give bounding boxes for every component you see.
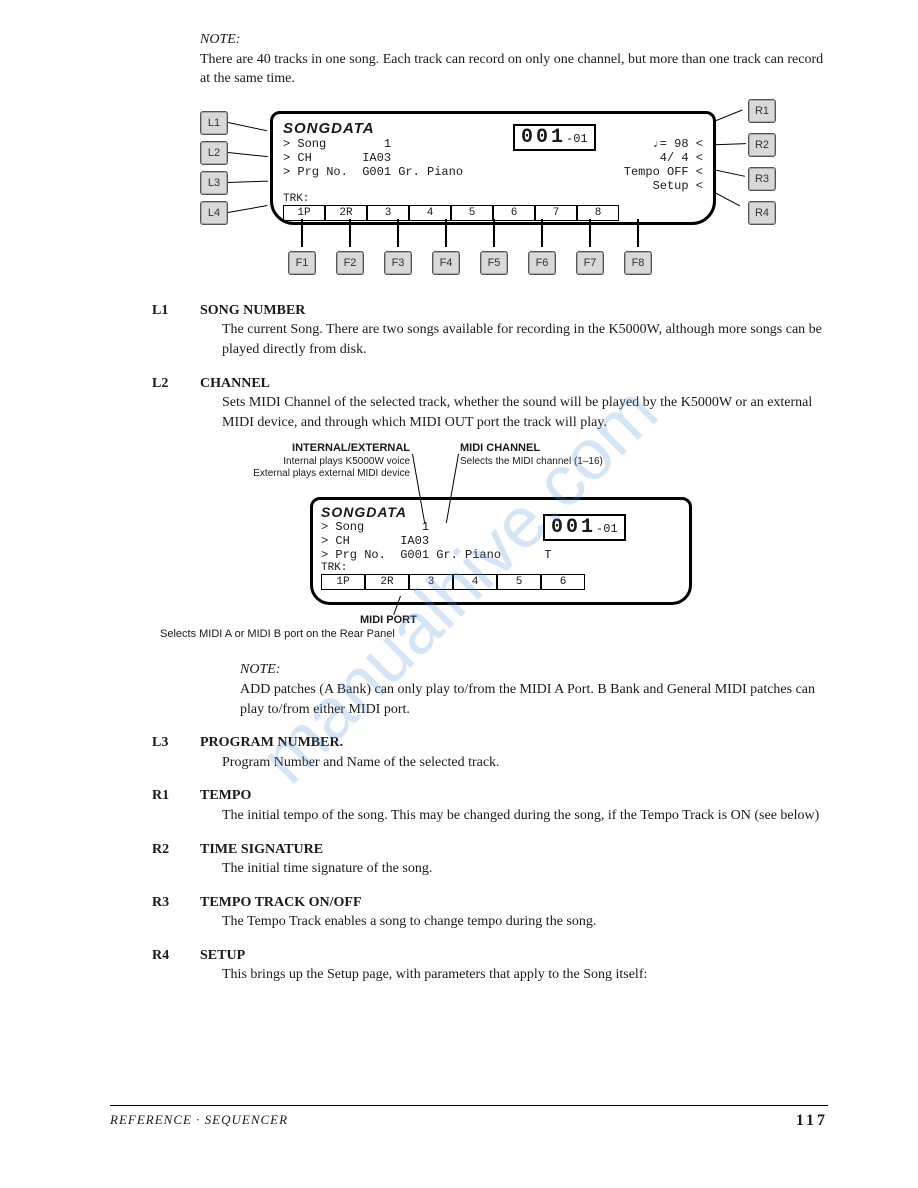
track-cell: 6 [541,574,585,590]
track-cell: 8 [577,205,619,221]
track-cell: 5 [497,574,541,590]
track-cell: 1P [321,574,365,590]
sub-track-row: 1P2R3456 [321,574,681,590]
lcd-diagram-1: L1 L2 L3 L4 R1 R2 R3 R4 SONGDATA 001-01 … [200,101,780,281]
midiport-head: MIDI PORT [360,614,417,626]
track-cell: 2R [365,574,409,590]
track-cell: 6 [493,205,535,221]
lcd-counter: 001-01 [513,124,596,151]
note-1-head: NOTE: [200,32,240,47]
btn-r1: R1 [748,99,776,123]
note-2: NOTE: ADD patches (A Bank) can only play… [240,660,828,719]
def-l3: L3 PROGRAM NUMBER. Program Number and Na… [200,733,828,772]
btn-f8: F8 [624,251,652,275]
btn-f5: F5 [480,251,508,275]
footer-left: REFERENCE · SEQUENCER [110,1112,288,1130]
btn-f3: F3 [384,251,412,275]
btn-l3: L3 [200,171,228,195]
track-cell: 3 [409,574,453,590]
track-cell: 4 [453,574,497,590]
btn-l4: L4 [200,201,228,225]
callout-mc-head: MIDI CHANNEL [460,442,540,454]
btn-f2: F2 [336,251,364,275]
def-r4: R4 SETUP This brings up the Setup page, … [200,946,828,985]
note-1: NOTE: There are 40 tracks in one song. E… [200,30,828,89]
lcd-screen-1: SONGDATA 001-01 > Song 1♩= 98 < > CH IA0… [270,111,716,225]
btn-r4: R4 [748,201,776,225]
btn-f4: F4 [432,251,460,275]
btn-r3: R3 [748,167,776,191]
def-r1: R1 TEMPO The initial tempo of the song. … [200,786,828,825]
track-cell: 5 [451,205,493,221]
lcd-title: SONGDATA [283,120,703,137]
btn-l1: L1 [200,111,228,135]
callout-ie-head: INTERNAL/EXTERNAL [292,442,410,454]
track-cell: 2R [325,205,367,221]
btn-f1: F1 [288,251,316,275]
note-1-body: There are 40 tracks in one song. Each tr… [200,52,823,87]
btn-f6: F6 [528,251,556,275]
footer: REFERENCE · SEQUENCER 117 [110,1105,828,1130]
sub-diagram: INTERNAL/EXTERNAL Internal plays K5000W … [240,442,690,642]
btn-l2: L2 [200,141,228,165]
track-cell: 3 [367,205,409,221]
footer-page: 117 [796,1112,828,1130]
btn-r2: R2 [748,133,776,157]
def-r2: R2 TIME SIGNATURE The initial time signa… [200,840,828,879]
def-l1: L1 SONG NUMBER The current Song. There a… [200,301,828,360]
def-r3: R3 TEMPO TRACK ON/OFF The Tempo Track en… [200,893,828,932]
btn-f7: F7 [576,251,604,275]
track-cell: 1P [283,205,325,221]
sub-lcd: SONGDATA 001-01 > Song 1 > CH IA03 > Prg… [310,497,692,605]
def-l2: L2 CHANNEL Sets MIDI Channel of the sele… [200,374,828,433]
midiport-body: Selects MIDI A or MIDI B port on the Rea… [160,628,395,640]
